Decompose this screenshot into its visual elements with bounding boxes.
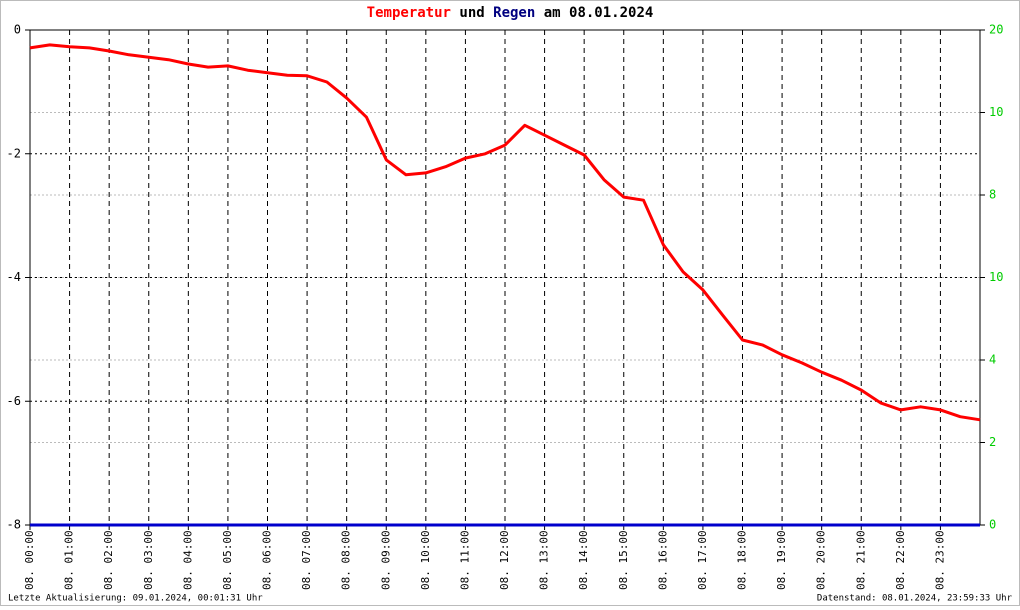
y2-tick-label: 10 — [989, 270, 1003, 284]
x-tick-label: 08. 02:00 — [102, 530, 115, 590]
x-tick-label: 08. 13:00 — [538, 530, 551, 590]
x-tick-label: 08. 19:00 — [775, 530, 788, 590]
title-space — [451, 5, 459, 21]
x-tick-label: 08. 12:00 — [498, 530, 511, 590]
title-part: und — [459, 5, 484, 21]
chart-title: Temperatur und Regen am 08.01.2024 — [367, 5, 654, 21]
x-tick-label: 08. 20:00 — [815, 530, 828, 590]
x-tick-label: 08. 17:00 — [696, 530, 709, 590]
y-tick-label: -8 — [7, 518, 21, 532]
y-tick-label: -2 — [7, 146, 21, 160]
y2-tick-label: 20 — [989, 23, 1003, 37]
y2-tick-label: 10 — [989, 105, 1003, 119]
title-part: Regen — [493, 5, 535, 21]
x-tick-label: 08. 11:00 — [458, 530, 471, 590]
y2-tick-label: 8 — [989, 188, 996, 202]
footer-right: Datenstand: 08.01.2024, 23:59:33 Uhr — [817, 594, 1013, 604]
y2-tick-label: 4 — [989, 353, 996, 367]
x-tick-label: 08. 05:00 — [221, 530, 234, 590]
y-tick-label: 0 — [14, 23, 21, 37]
title-space — [485, 5, 493, 21]
x-tick-label: 08. 14:00 — [577, 530, 590, 590]
x-tick-label: 08. 22:00 — [894, 530, 907, 590]
x-tick-label: 08. 23:00 — [933, 530, 946, 590]
y-tick-label: -6 — [7, 394, 21, 408]
series-line — [29, 43, 981, 422]
x-tick-label: 08. 04:00 — [181, 530, 194, 590]
y2-tick-label: 0 — [989, 518, 996, 532]
x-tick-label: 08. 07:00 — [300, 530, 313, 590]
x-tick-label: 08. 21:00 — [854, 530, 867, 590]
x-tick-label: 08. 06:00 — [261, 530, 274, 590]
title-space — [535, 5, 543, 21]
y2-tick-label: 2 — [989, 435, 996, 449]
x-tick-label: 08. 16:00 — [656, 530, 669, 590]
x-tick-label: 08. 18:00 — [736, 530, 749, 590]
title-part: Temperatur — [367, 5, 451, 21]
x-tick-label: 08. 03:00 — [142, 530, 155, 590]
x-tick-label: 08. 00:00 — [23, 530, 36, 590]
x-tick-label: 08. 09:00 — [379, 530, 392, 590]
y-tick-label: -4 — [7, 270, 21, 284]
footer-left: Letzte Aktualisierung: 09.01.2024, 00:01… — [8, 594, 263, 604]
x-tick-label: 08. 08:00 — [340, 530, 353, 590]
x-tick-label: 08. 10:00 — [419, 530, 432, 590]
x-tick-label: 08. 15:00 — [617, 530, 630, 590]
title-part: am 08.01.2024 — [544, 5, 654, 21]
x-tick-label: 08. 01:00 — [63, 530, 76, 590]
